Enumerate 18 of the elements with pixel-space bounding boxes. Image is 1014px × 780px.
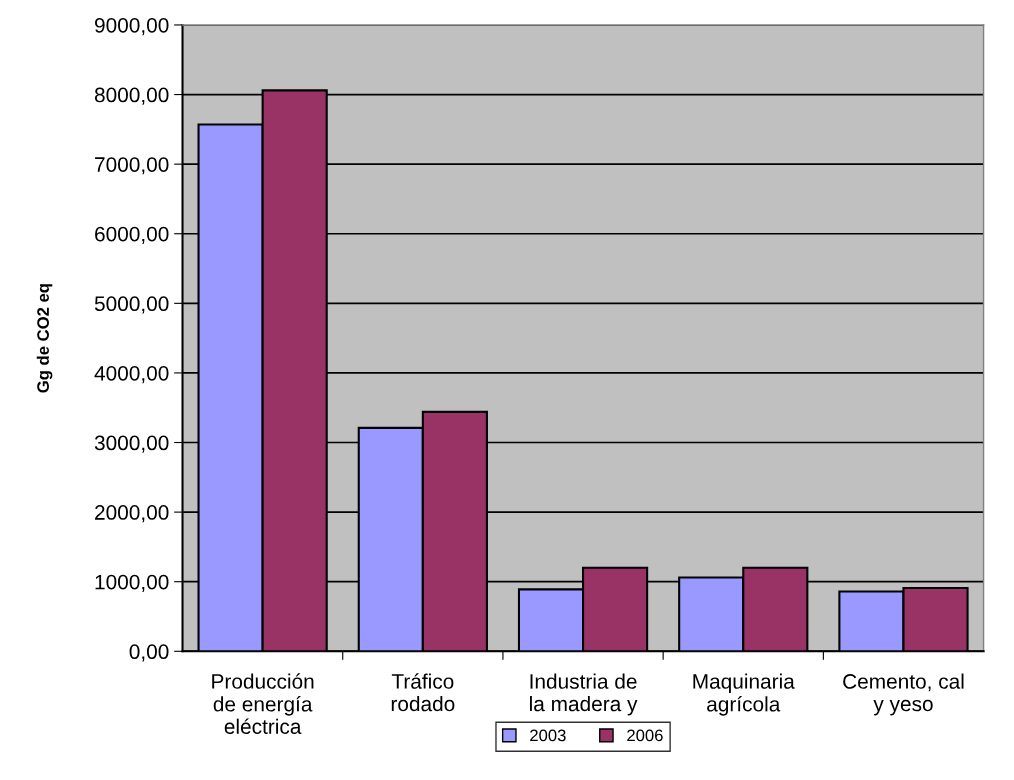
x-tick-label: Maquinaria agrícola (693, 673, 795, 716)
y-tick-label: 8000,00 (94, 87, 169, 105)
y-tick-label: 7000,00 (95, 157, 169, 175)
y-axis-title: Gg de CO2 eq (36, 284, 53, 393)
y-tick-label: 1000,00 (95, 574, 169, 592)
y-tick-label: 9000,00 (95, 17, 169, 36)
x-tick-label: Cemento, cal y yeso (843, 673, 964, 716)
legend-label: 2003 (530, 729, 566, 742)
x-tick-label: Producción de energía eléctrica (212, 673, 314, 734)
y-tick-label: 6000,00 (95, 226, 169, 244)
legend-label: 2006 (627, 729, 663, 742)
y-tick-label: 0,00 (129, 644, 169, 662)
y-tick-label: 3000,00 (94, 435, 169, 453)
x-tick-label: Industria de la madera y (530, 673, 638, 716)
x-tick-label: Tráfico rodado (391, 673, 455, 712)
y-tick-label: 5000,00 (94, 296, 169, 314)
y-tick-label: 2000,00 (95, 505, 169, 523)
y-tick-label: 4000,00 (94, 365, 169, 384)
